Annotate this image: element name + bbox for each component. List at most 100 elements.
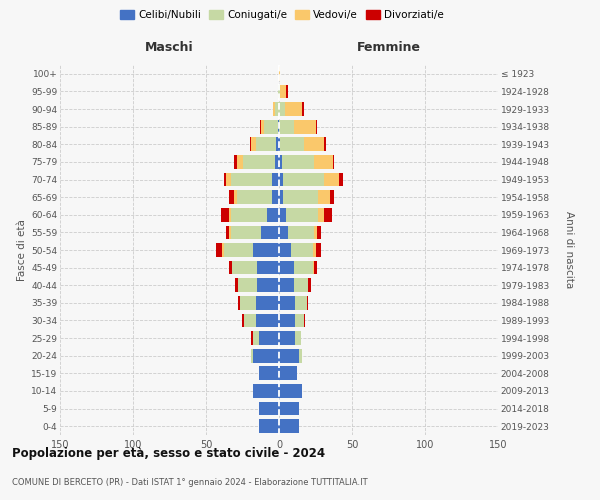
Bar (276, 138, 279, 151)
Bar (317, 226, 322, 239)
Bar (253, 331, 259, 345)
Bar (313, 260, 314, 274)
Bar (242, 155, 275, 169)
Bar (304, 314, 305, 328)
Bar (314, 155, 333, 169)
Bar (286, 208, 319, 222)
Bar (253, 243, 279, 257)
Bar (275, 155, 279, 169)
Bar (272, 190, 279, 204)
Bar (238, 296, 239, 310)
Bar (299, 349, 302, 362)
Bar (234, 155, 236, 169)
Bar (253, 384, 279, 398)
Text: Femmine: Femmine (356, 42, 421, 54)
Bar (324, 138, 326, 151)
Bar (226, 172, 231, 186)
Bar (216, 243, 222, 257)
Bar (279, 243, 290, 257)
Bar (259, 402, 279, 415)
Bar (279, 384, 302, 398)
Bar (293, 120, 316, 134)
Bar (333, 155, 334, 169)
Bar (251, 349, 253, 362)
Bar (285, 102, 302, 116)
Bar (279, 296, 295, 310)
Bar (244, 314, 256, 328)
Bar (295, 331, 301, 345)
Bar (279, 172, 283, 186)
Bar (221, 208, 229, 222)
Bar (251, 331, 253, 345)
Bar (302, 102, 304, 116)
Bar (314, 226, 317, 239)
Bar (279, 366, 296, 380)
Bar (339, 172, 343, 186)
Bar (279, 84, 280, 98)
Bar (257, 278, 279, 292)
Bar (330, 190, 334, 204)
Bar (238, 278, 257, 292)
Bar (316, 120, 317, 134)
Bar (229, 260, 232, 274)
Bar (273, 102, 275, 116)
Bar (279, 226, 288, 239)
Text: Maschi: Maschi (145, 42, 194, 54)
Bar (319, 190, 330, 204)
Bar (279, 278, 293, 292)
Bar (232, 260, 257, 274)
Bar (279, 208, 286, 222)
Bar (272, 172, 279, 186)
Bar (224, 172, 226, 186)
Bar (235, 278, 238, 292)
Bar (324, 208, 332, 222)
Y-axis label: Anni di nascita: Anni di nascita (564, 212, 574, 288)
Bar (293, 260, 313, 274)
Bar (286, 84, 288, 98)
Bar (279, 190, 283, 204)
Bar (226, 226, 229, 239)
Bar (280, 84, 286, 98)
Bar (279, 349, 299, 362)
Bar (229, 226, 231, 239)
Bar (290, 243, 313, 257)
Bar (293, 278, 308, 292)
Bar (236, 190, 272, 204)
Bar (239, 296, 256, 310)
Bar (288, 226, 314, 239)
Bar (253, 349, 279, 362)
Bar (275, 102, 279, 116)
Bar (256, 314, 279, 328)
Bar (256, 296, 279, 310)
Bar (231, 208, 268, 222)
Bar (279, 420, 299, 433)
Bar (250, 138, 251, 151)
Bar (279, 120, 293, 134)
Bar (295, 296, 307, 310)
Bar (257, 260, 279, 274)
Bar (314, 260, 317, 274)
Bar (256, 138, 276, 151)
Bar (278, 120, 279, 134)
Bar (279, 314, 295, 328)
Bar (259, 420, 279, 433)
Bar (319, 208, 324, 222)
Bar (242, 314, 244, 328)
Bar (259, 331, 279, 345)
Bar (279, 155, 282, 169)
Bar (295, 314, 304, 328)
Bar (282, 155, 314, 169)
Bar (279, 102, 285, 116)
Legend: Celibi/Nubili, Coniugati/e, Vedovi/e, Divorziati/e: Celibi/Nubili, Coniugati/e, Vedovi/e, Di… (118, 8, 446, 22)
Bar (236, 155, 242, 169)
Text: COMUNE DI BERCETO (PR) - Dati ISTAT 1° gennaio 2024 - Elaborazione TUTTITALIA.IT: COMUNE DI BERCETO (PR) - Dati ISTAT 1° g… (12, 478, 368, 487)
Bar (324, 172, 339, 186)
Text: Popolazione per età, sesso e stato civile - 2024: Popolazione per età, sesso e stato civil… (12, 448, 325, 460)
Bar (280, 138, 304, 151)
Bar (251, 138, 256, 151)
Bar (307, 296, 308, 310)
Bar (229, 208, 231, 222)
Bar (308, 278, 311, 292)
Bar (279, 260, 293, 274)
Bar (259, 366, 279, 380)
